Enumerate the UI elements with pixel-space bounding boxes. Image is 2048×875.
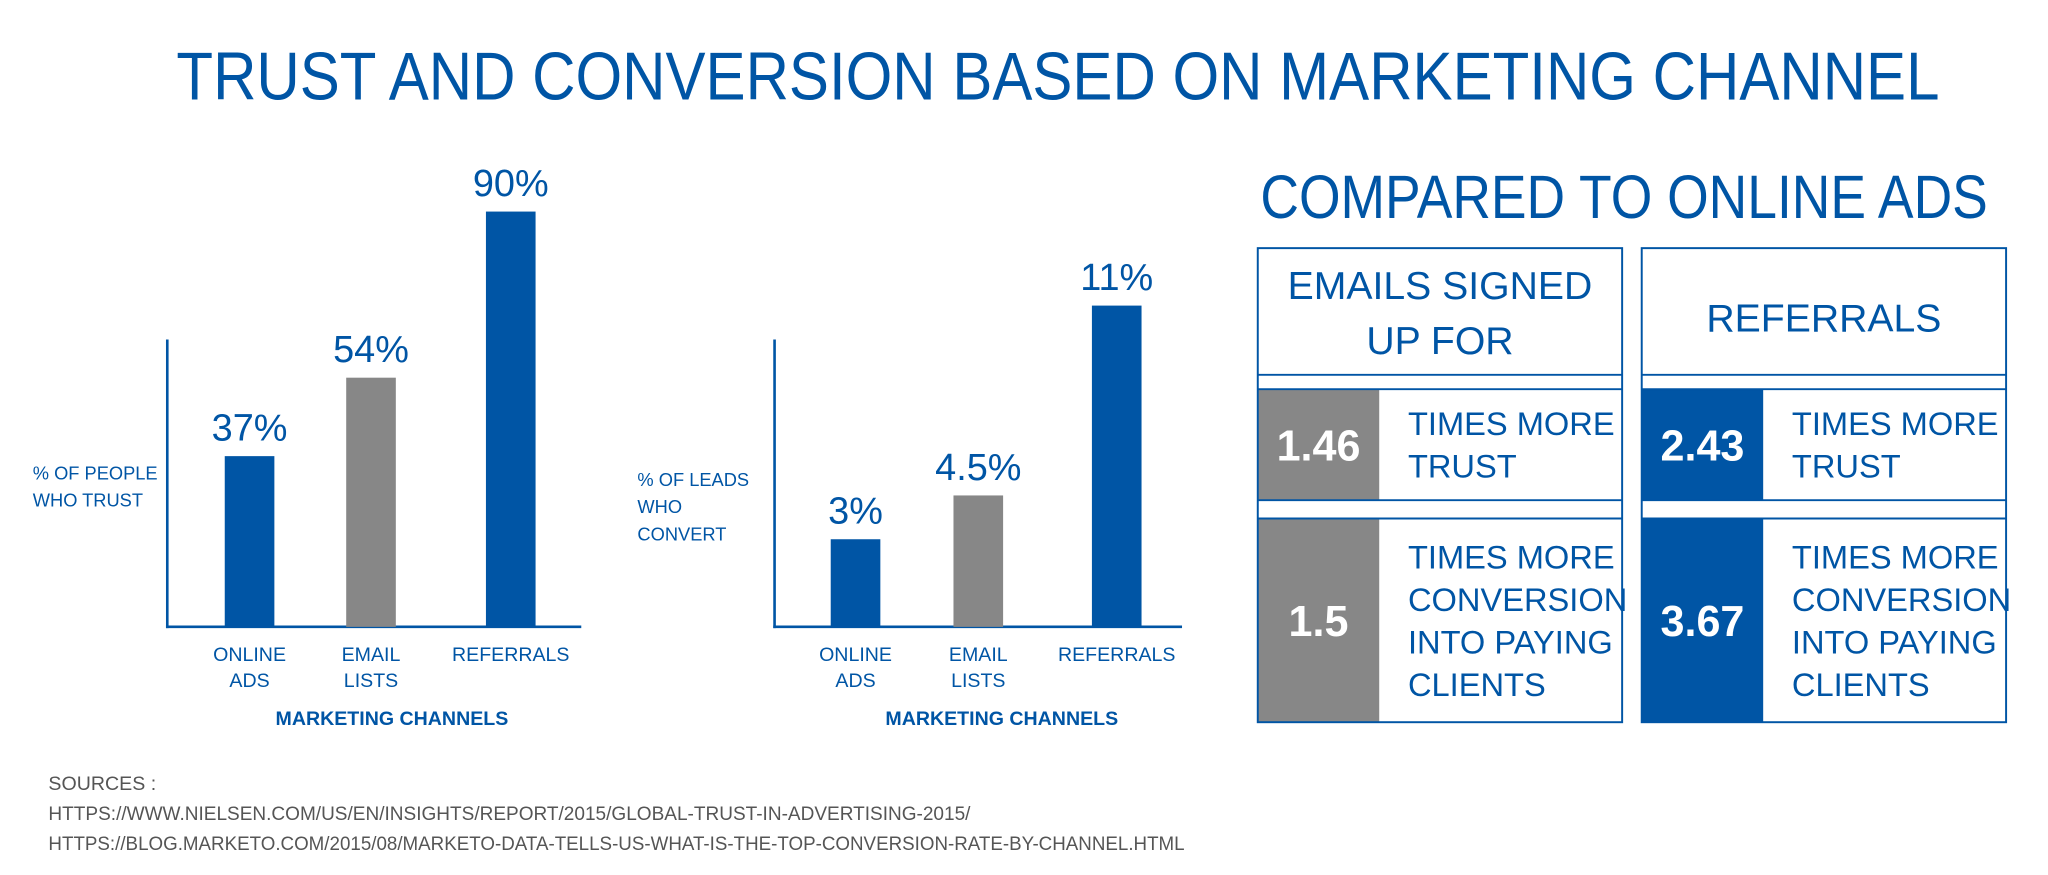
multiplier-description: CLIENTS [1408, 666, 1546, 703]
value-block [1257, 518, 1380, 723]
sources: SOURCES : HTTPS://WWW.NIELSEN.COM/US/EN/… [48, 773, 1184, 855]
category-label: LISTS [344, 670, 398, 692]
bar [346, 377, 396, 627]
sources-label: SOURCES : [48, 773, 156, 795]
data-label: 3% [828, 491, 883, 533]
comparison-panel: REFERRALS 2.43 TIMES MORE TRUST 3.67 TIMES MO… [1640, 247, 2011, 724]
panel-border [1256, 247, 1624, 724]
y-axis-label: CONVERT [637, 524, 726, 545]
category-label: ONLINE [819, 644, 892, 666]
data-label: 37% [212, 407, 288, 449]
multiplier-value: 3.67 [1661, 598, 1745, 646]
page-title: TRUST AND CONVERSION BASED ON MARKETING … [176, 39, 1939, 114]
comparison-panel: EMAILS SIGNED UP FOR 1.46 TIMES MORE TRUST 1.… [1256, 247, 1627, 724]
panel-border [1640, 247, 2008, 724]
multiplier-description: CLIENTS [1792, 666, 1930, 703]
data-label: 11% [1080, 257, 1153, 299]
value-block [1641, 518, 1764, 723]
value-block [1641, 389, 1764, 501]
category-label: REFERRALS [452, 644, 570, 666]
bar [1091, 305, 1142, 627]
comparison-heading: COMPARED TO ONLINE ADS [1260, 163, 1987, 232]
multiplier-description: CONVERSION [1792, 581, 2011, 618]
data-label: 90% [473, 163, 549, 205]
multiplier-description: TRUST [1408, 448, 1517, 485]
multiplier-value: 1.5 [1289, 598, 1349, 646]
multiplier-value: 2.43 [1661, 422, 1745, 470]
category-label: REFERRALS [1058, 644, 1176, 666]
x-axis-title: MARKETING CHANNELS [276, 708, 509, 730]
panel-header: EMAILS SIGNED [1288, 265, 1593, 308]
multiplier-description: CONVERSION [1408, 581, 1627, 618]
data-label: 54% [333, 329, 409, 371]
category-label: ADS [835, 670, 875, 692]
multiplier-value: 1.46 [1277, 422, 1361, 470]
y-axis-label: % OF PEOPLE [33, 462, 158, 483]
multiplier-description: INTO PAYING [1792, 623, 1997, 660]
y-axis-label: WHO TRUST [33, 490, 143, 511]
category-label: LISTS [951, 670, 1005, 692]
conversion-chart: % OF LEADS WHO CONVERT 3% ONLINE ADS 4.5% EMAIL… [637, 257, 1183, 730]
multiplier-description: TIMES MORE [1408, 405, 1615, 442]
category-label: EMAIL [949, 644, 1008, 666]
bar [953, 495, 1004, 627]
category-label: EMAIL [342, 644, 401, 666]
value-block [1257, 389, 1380, 501]
source-link[interactable]: HTTPS://BLOG.MARKETO.COM/2015/08/MARKETO… [48, 833, 1184, 855]
category-label: ADS [229, 670, 269, 692]
panel-header: UP FOR [1366, 320, 1513, 363]
data-label: 4.5% [935, 447, 1021, 489]
bar [830, 539, 881, 627]
y-axis-label: WHO [637, 496, 682, 517]
multiplier-description: TRUST [1792, 448, 1901, 485]
bar [485, 211, 536, 627]
panel-header: REFERRALS [1706, 298, 1941, 341]
x-axis-title: MARKETING CHANNELS [885, 708, 1118, 730]
multiplier-description: TIMES MORE [1408, 538, 1615, 575]
bar [224, 456, 275, 627]
multiplier-description: TIMES MORE [1792, 538, 1999, 575]
multiplier-description: INTO PAYING [1408, 623, 1613, 660]
source-link[interactable]: HTTPS://WWW.NIELSEN.COM/US/EN/INSIGHTS/R… [48, 803, 971, 825]
category-label: ONLINE [213, 644, 286, 666]
comparison-panels: EMAILS SIGNED UP FOR 1.46 TIMES MORE TRUST 1.… [1256, 247, 2011, 724]
trust-chart: % OF PEOPLE WHO TRUST 37% ONLINE ADS 54% EMAIL… [33, 163, 582, 730]
multiplier-description: TIMES MORE [1792, 405, 1999, 442]
y-axis-label: % OF LEADS [637, 469, 749, 490]
